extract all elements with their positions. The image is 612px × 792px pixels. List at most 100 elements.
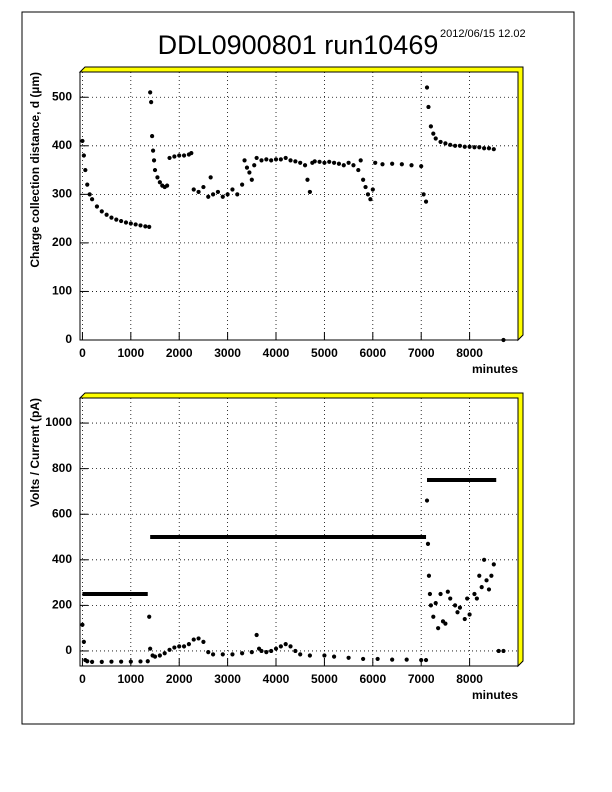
y-axis-label: Volts / Current (pA) [28, 398, 42, 507]
data-point [244, 165, 250, 170]
data-point [424, 498, 430, 503]
data-point [293, 648, 298, 654]
x-tick-label: 4000 [263, 672, 290, 686]
title: DDL0900801 run10469 [158, 30, 439, 60]
data-point [162, 651, 167, 656]
data-point [474, 596, 479, 601]
data-point [242, 158, 247, 163]
data-point [501, 337, 506, 343]
data-point [433, 136, 438, 141]
data-point [109, 659, 114, 664]
data-point [155, 175, 160, 180]
data-point [298, 160, 303, 165]
data-point [433, 601, 438, 606]
data-point [254, 155, 259, 161]
data-point [247, 170, 252, 175]
data-point [99, 209, 104, 214]
data-point [322, 160, 327, 165]
data-point [151, 158, 157, 163]
data-point [167, 647, 172, 652]
data-point [288, 158, 293, 163]
y-tick-label: 200 [52, 598, 72, 612]
y-tick-label: 100 [52, 284, 72, 298]
data-point [479, 585, 484, 590]
data-point [109, 215, 114, 220]
y-tick-label: 0 [65, 643, 72, 657]
data-point [172, 154, 177, 159]
data-point [94, 204, 100, 209]
data-point [240, 182, 245, 187]
y-tick-label: 1000 [45, 415, 72, 429]
data-point [206, 194, 211, 199]
data-point [484, 578, 489, 583]
data-point [356, 167, 361, 173]
data-point [201, 639, 206, 644]
data-point [426, 573, 432, 578]
x-tick-label: 6000 [359, 346, 386, 360]
data-point [177, 644, 182, 649]
x-tick-label: 0 [79, 672, 86, 686]
data-point [128, 659, 133, 664]
y-tick-label: 400 [52, 552, 72, 566]
data-point [278, 157, 283, 162]
data-point [431, 131, 436, 136]
data-point [85, 182, 90, 187]
data-point [346, 655, 351, 660]
data-point [436, 626, 441, 631]
data-point [467, 144, 472, 149]
data-point [298, 652, 303, 657]
data-point [264, 157, 269, 162]
data-point [399, 162, 404, 167]
data-point [426, 104, 431, 110]
x-axis-label: minutes [472, 688, 518, 702]
data-point [486, 587, 492, 592]
data-point [448, 596, 453, 601]
data-point [196, 636, 201, 641]
data-point [336, 161, 342, 166]
data-point [191, 637, 196, 642]
data-point [186, 642, 191, 647]
data-point [375, 656, 380, 662]
y-tick-label: 800 [52, 461, 72, 475]
data-point [404, 657, 409, 662]
data-point [489, 573, 494, 578]
data-point [138, 659, 143, 664]
x-tick-label: 7000 [408, 672, 435, 686]
data-point [283, 155, 288, 161]
data-point [157, 653, 162, 658]
data-point [235, 192, 240, 197]
data-point [230, 187, 235, 192]
data-point [249, 177, 254, 182]
voltage-line [82, 478, 497, 596]
data-point [327, 159, 332, 164]
y-tick-label: 500 [52, 89, 72, 103]
data-point [370, 187, 375, 192]
data-point [210, 192, 216, 197]
data-point [390, 161, 395, 166]
x-axis-label: minutes [472, 362, 518, 376]
data-point [346, 160, 351, 165]
data-point [368, 197, 373, 202]
data-point [331, 654, 337, 659]
data-point [210, 652, 216, 657]
x-tick-label: 3000 [214, 672, 241, 686]
data-point [283, 642, 288, 647]
y-tick-label: 600 [52, 506, 72, 520]
data-point [462, 144, 467, 149]
data-point [472, 145, 477, 150]
data-point [390, 657, 395, 662]
data-point [421, 192, 426, 197]
x-tick-label: 8000 [456, 346, 483, 360]
data-point [427, 591, 433, 597]
data-point [273, 157, 279, 162]
y-tick-label: 300 [52, 187, 72, 201]
data-point [425, 541, 431, 546]
data-point [87, 192, 92, 197]
data-point [80, 622, 85, 627]
data-point [259, 158, 264, 163]
data-point [341, 163, 346, 168]
data-point [89, 659, 95, 664]
outer-frame [21, 11, 575, 725]
x-tick-label: 1000 [117, 346, 144, 360]
data-point [380, 162, 385, 167]
